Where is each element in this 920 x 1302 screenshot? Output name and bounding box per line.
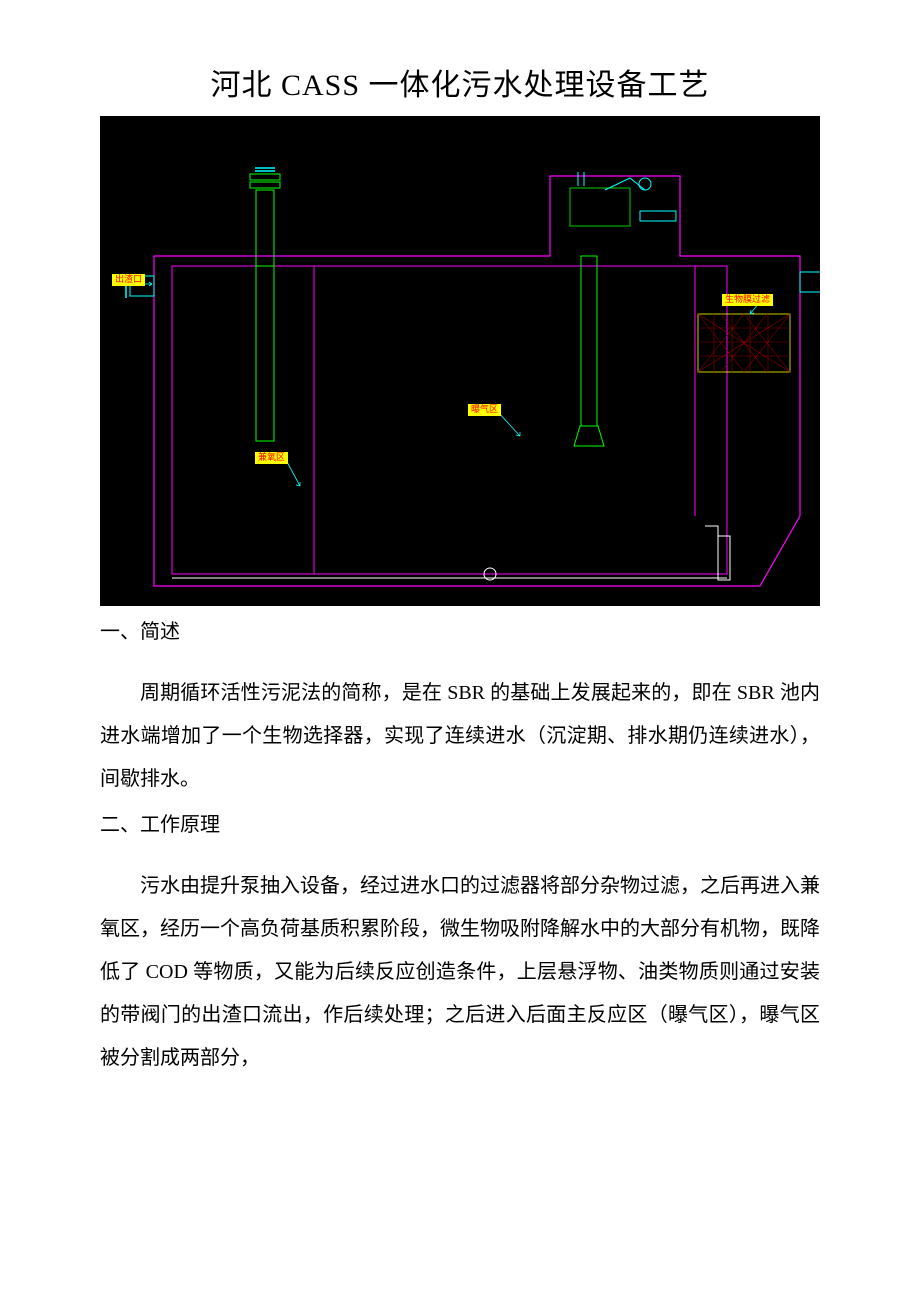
decanter xyxy=(570,172,676,446)
right-outlet xyxy=(800,270,820,294)
left-pipe xyxy=(250,168,280,441)
page-title: 河北 CASS 一体化污水处理设备工艺 xyxy=(100,60,820,104)
arrow-anoxic xyxy=(286,460,300,486)
section-1-heading: 一、简述 xyxy=(100,616,820,648)
label-bio-filter: 生物膜过滤 xyxy=(722,294,773,306)
arrow-aeration xyxy=(498,412,520,436)
section-1-body: 周期循环活性污泥法的简称，是在 SBR 的基础上发展起来的，即在 SBR 池内进… xyxy=(100,672,820,801)
section-2-body: 污水由提升泵抽入设备，经过进水口的过滤器将部分杂物过滤，之后再进入兼氧区，经历一… xyxy=(100,865,820,1080)
label-aeration-zone: 曝气区 xyxy=(468,404,501,416)
inner-boundary xyxy=(172,266,727,574)
bio-filter-media xyxy=(698,314,790,372)
tank-outline xyxy=(154,176,800,586)
cass-diagram: 出渣口 兼氧区 曝气区 生物膜过滤 xyxy=(100,116,820,606)
label-anoxic-zone: 兼氧区 xyxy=(255,452,288,464)
bottom-piping xyxy=(172,526,730,580)
label-outlet: 出渣口 xyxy=(112,274,145,286)
section-2-heading: 二、工作原理 xyxy=(100,809,820,841)
